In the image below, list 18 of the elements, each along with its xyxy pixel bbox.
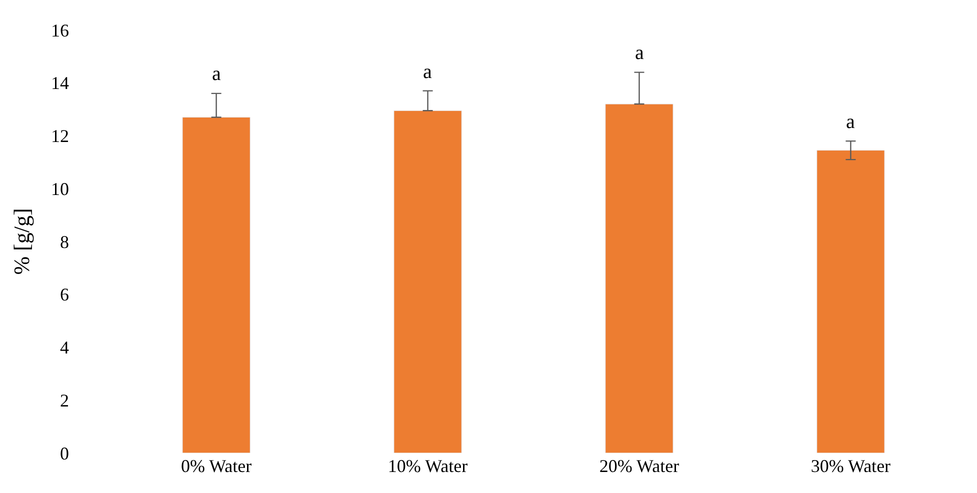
annotation: a xyxy=(635,42,644,64)
y-tick-label: 10 xyxy=(51,178,69,199)
x-tick-label: 30% Water xyxy=(810,456,891,476)
annotation: a xyxy=(212,63,221,85)
y-tick-label: 12 xyxy=(51,126,69,146)
y-tick-label: 14 xyxy=(51,73,69,94)
annotation: a xyxy=(846,111,855,133)
y-tick-label: 8 xyxy=(60,232,69,252)
y-axis-title: % [g/g] xyxy=(8,208,34,275)
x-tick-label: 10% Water xyxy=(388,456,468,476)
y-tick-label: 6 xyxy=(60,284,69,305)
y-tick-label: 4 xyxy=(60,338,69,358)
y-tick-label: 0 xyxy=(60,443,69,464)
x-tick-label: 0% Water xyxy=(180,456,252,476)
x-tick-label: 20% Water xyxy=(599,456,680,476)
annotation: a xyxy=(423,61,432,83)
y-tick-label: 16 xyxy=(51,20,69,40)
y-tick-label: 2 xyxy=(60,390,69,410)
